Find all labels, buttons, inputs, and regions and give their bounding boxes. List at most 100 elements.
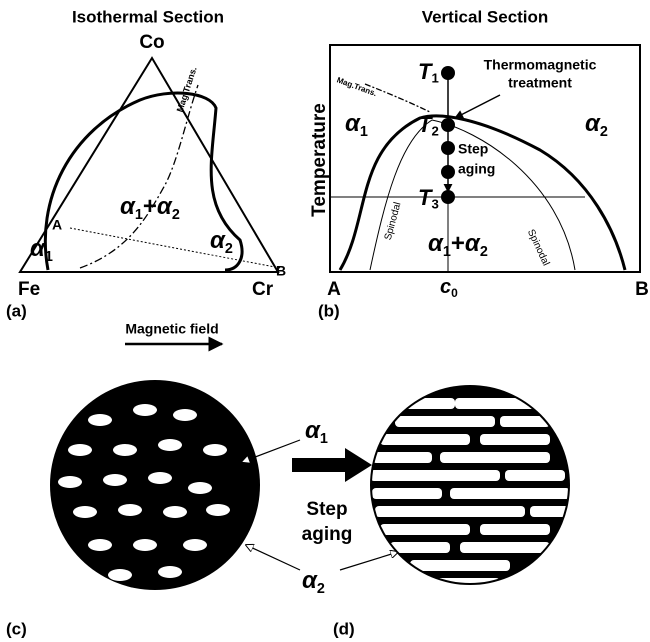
symbol: α2 — [210, 227, 233, 257]
base: α — [305, 417, 321, 444]
particle — [113, 444, 137, 456]
dot — [441, 190, 455, 204]
subscript: 2 — [225, 241, 233, 257]
vertex: Fe — [18, 279, 40, 300]
y-axis: Temperature — [309, 103, 330, 217]
particle — [133, 539, 157, 551]
lamella — [380, 434, 470, 445]
lamella — [455, 398, 535, 409]
title: Vertical Section — [422, 7, 549, 26]
base: α — [120, 193, 136, 220]
symbol: α1+α2 — [428, 230, 488, 260]
dot — [441, 66, 455, 80]
particle — [88, 539, 112, 551]
big-arrow — [292, 448, 372, 482]
lamella — [505, 470, 565, 481]
panel-a: Isothermal Section Co Fe Cr B A Mag.Tran… — [6, 7, 286, 320]
symbol: T3 — [418, 185, 439, 212]
lamella — [390, 542, 450, 553]
particle — [118, 504, 142, 516]
symbol: α2 — [585, 110, 608, 140]
panel-b: Vertical Section Temperature A B Mag.Tra… — [309, 7, 649, 320]
spinodal-label: Spinodal — [525, 228, 551, 268]
spinodal-label: Spinodal — [383, 201, 404, 241]
dot — [441, 141, 455, 155]
pointer — [246, 545, 300, 570]
symbol: α1 — [30, 235, 53, 265]
lamella — [375, 506, 525, 517]
panel-label: (d) — [333, 619, 355, 638]
figure: Isothermal Section Co Fe Cr B A Mag.Tran… — [0, 0, 650, 642]
particle — [68, 444, 92, 456]
panel-label: (b) — [318, 301, 340, 320]
subscript: 1 — [320, 431, 328, 447]
pointer — [340, 552, 398, 570]
subscript: 1 — [443, 244, 451, 260]
note: aging — [302, 524, 353, 545]
particle — [183, 539, 207, 551]
particle — [88, 414, 112, 426]
title: Isothermal Section — [72, 7, 224, 26]
microstructure — [370, 385, 570, 585]
vertex: Cr — [252, 279, 274, 300]
lamella — [480, 434, 550, 445]
particle — [58, 476, 82, 488]
particle — [148, 472, 172, 484]
lamella — [380, 524, 470, 535]
panel-c: Magnetic field Step aging (c) — [6, 321, 398, 639]
subscript: 1 — [135, 207, 143, 223]
base: + — [451, 230, 465, 257]
lamella — [370, 470, 500, 481]
note: aging — [458, 161, 495, 177]
lamella — [395, 398, 455, 409]
particle — [163, 506, 187, 518]
lamella — [450, 488, 570, 499]
subscript: 2 — [600, 124, 608, 140]
particle — [103, 474, 127, 486]
note: Thermomagnetic — [484, 57, 597, 73]
particle — [203, 444, 227, 456]
base: α — [585, 110, 601, 137]
particle — [158, 439, 182, 451]
panel-label: (a) — [6, 301, 27, 320]
base: α — [210, 227, 226, 254]
note: treatment — [508, 75, 572, 91]
symbol: α1 — [305, 417, 328, 447]
symbol: α2 — [302, 567, 325, 597]
mag-label: Mag.Trans. — [175, 66, 199, 114]
subscript: 1 — [45, 249, 53, 265]
subscript: 2 — [480, 244, 488, 260]
symbol: α1 — [345, 110, 368, 140]
lamella — [460, 542, 550, 553]
particle — [73, 506, 97, 518]
base: α — [30, 235, 46, 262]
lamellae — [370, 398, 570, 589]
subscript: 0 — [451, 286, 458, 300]
subscript: 2 — [317, 581, 325, 597]
axis-end: A — [327, 279, 341, 300]
vertex: Co — [139, 32, 164, 53]
lamella — [372, 452, 432, 463]
field-label: Magnetic field — [125, 321, 218, 337]
particle — [188, 482, 212, 494]
symbol: T1 — [418, 59, 439, 86]
dot — [441, 118, 455, 132]
particle — [108, 569, 132, 581]
subscript: 1 — [360, 124, 368, 140]
lamella — [410, 560, 510, 571]
tie-line — [70, 228, 280, 268]
base: + — [143, 193, 157, 220]
base: α — [157, 193, 173, 220]
lamella — [395, 416, 495, 427]
mag-label: Mag.Trans. — [336, 75, 378, 98]
particle — [133, 404, 157, 416]
base: c — [440, 276, 451, 298]
base: α — [428, 230, 444, 257]
lamella — [480, 524, 550, 535]
panel-label: (c) — [6, 619, 27, 638]
lamella — [372, 488, 442, 499]
axis-end: B — [635, 279, 649, 300]
dot — [441, 165, 455, 179]
lamella — [440, 452, 550, 463]
note: Step — [458, 141, 488, 157]
